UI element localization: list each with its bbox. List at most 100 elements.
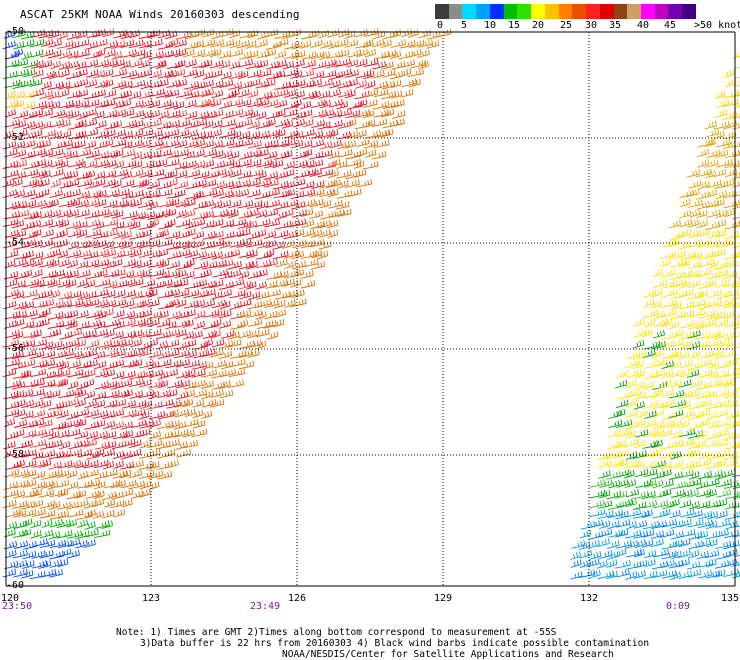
- wind-barb-icon: [67, 460, 80, 468]
- wind-barb-icon: [363, 110, 374, 118]
- wind-barb-icon: [680, 509, 694, 517]
- wind-barb-icon: [103, 29, 114, 37]
- wind-barb-icon: [94, 141, 107, 149]
- wind-barb-icon: [102, 309, 113, 317]
- wind-barb-icon: [257, 69, 271, 77]
- wind-barb-icon: [138, 260, 151, 268]
- wind-barb-icon: [571, 559, 582, 567]
- wind-barb-icon: [57, 209, 71, 217]
- wind-barb-icon: [680, 369, 692, 377]
- longitude-label: 135: [721, 593, 739, 604]
- wind-barb-icon: [111, 421, 124, 429]
- wind-barb-icon: [202, 111, 216, 119]
- wind-barb-icon: [723, 541, 734, 549]
- wind-barb-icon: [3, 189, 17, 197]
- wind-barb-icon: [174, 181, 188, 189]
- wind-barb-icon: [30, 251, 43, 259]
- wind-barb-icon: [75, 339, 85, 347]
- wind-barb-icon: [246, 40, 257, 48]
- wind-barb-icon: [84, 99, 99, 107]
- wind-barb-icon: [733, 240, 740, 248]
- wind-barb-icon: [68, 381, 78, 389]
- wind-barb-icon: [66, 399, 78, 407]
- wind-barb-icon: [13, 81, 26, 89]
- wind-barb-icon: [104, 319, 120, 327]
- wind-barb-icon: [94, 39, 108, 47]
- wind-barb-icon: [3, 71, 17, 79]
- wind-barb-icon: [716, 139, 730, 147]
- wind-barb-icon: [633, 340, 644, 348]
- wind-barb-icon: [671, 271, 685, 279]
- wind-barb-icon: [30, 400, 43, 408]
- wind-barb-icon: [642, 420, 656, 428]
- wind-barb-icon: [67, 509, 83, 517]
- wind-barb-icon: [176, 449, 191, 457]
- wind-barb-icon: [606, 571, 617, 579]
- wind-barb-icon: [167, 179, 177, 187]
- wind-barb-icon: [627, 351, 640, 359]
- wind-barb-icon: [732, 171, 740, 179]
- wind-barb-icon: [338, 149, 352, 157]
- longitude-label: 126: [288, 593, 306, 604]
- wind-barb-icon: [112, 81, 126, 89]
- wind-barb-icon: [192, 231, 203, 239]
- wind-barb-icon: [401, 89, 414, 97]
- footnote: Note: 1) Times are GMT 2)Times along bot…: [116, 616, 649, 660]
- wind-barb-icon: [30, 320, 44, 328]
- wind-barb-icon: [139, 91, 152, 99]
- wind-barb-icon: [301, 280, 315, 288]
- latitude-label: -60: [6, 580, 24, 591]
- wind-barb-icon: [356, 139, 369, 147]
- wind-barb-icon: [12, 361, 26, 369]
- wind-barb-icon: [204, 149, 217, 157]
- wind-barb-icon: [201, 381, 214, 389]
- wind-barb-icon: [175, 409, 189, 417]
- wind-barb-icon: [283, 109, 297, 117]
- wind-barb-icon: [66, 61, 79, 69]
- wind-barb-icon: [104, 349, 118, 357]
- wind-barb-icon: [292, 261, 306, 269]
- wind-barb-icon: [221, 71, 232, 79]
- wind-barb-icon: [328, 159, 340, 167]
- wind-barb-icon: [311, 139, 324, 147]
- wind-barb-icon: [238, 330, 250, 338]
- wind-barb-icon: [247, 159, 261, 167]
- wind-barb-icon: [374, 51, 389, 59]
- wind-barb-icon: [201, 140, 214, 148]
- wind-barb-icon: [139, 40, 151, 48]
- wind-barb-icon: [86, 69, 98, 77]
- wind-barb-icon: [212, 360, 225, 368]
- wind-barb-icon: [59, 331, 72, 339]
- wind-barb-icon: [696, 440, 706, 448]
- wind-barb-icon: [706, 439, 720, 447]
- wind-barb-icon: [643, 299, 654, 307]
- wind-barb-icon: [93, 400, 104, 408]
- wind-barb-icon: [102, 219, 118, 227]
- longitude-label: 129: [434, 593, 452, 604]
- wind-barb-icon: [5, 279, 17, 287]
- wind-barb-icon: [264, 179, 279, 187]
- wind-barb-icon: [345, 39, 358, 47]
- time-label: 23:50: [2, 601, 32, 612]
- wind-barb-icon: [5, 109, 16, 117]
- wind-barb-icon: [651, 521, 666, 529]
- wind-barb-icon: [283, 200, 298, 208]
- wind-barb-icon: [131, 400, 146, 408]
- wind-barb-icon: [165, 129, 179, 137]
- wind-barb-icon: [14, 490, 25, 498]
- wind-barb-icon: [84, 469, 98, 477]
- wind-barb-icon: [67, 199, 80, 207]
- wind-barb-icon: [57, 479, 69, 487]
- wind-barb-icon: [21, 400, 33, 408]
- wind-barb-icon: [3, 219, 18, 227]
- wind-barb-icon: [724, 331, 734, 339]
- wind-barb-icon: [22, 90, 37, 98]
- wind-barb-icon: [625, 480, 636, 488]
- wind-barb-icon: [303, 229, 315, 237]
- wind-barb-icon: [328, 29, 340, 37]
- wind-barb-icon: [183, 210, 195, 218]
- wind-barb-icon: [255, 39, 268, 47]
- wind-barb-icon: [669, 351, 681, 359]
- wind-barb-icon: [39, 259, 54, 267]
- wind-barb-icon: [257, 260, 271, 268]
